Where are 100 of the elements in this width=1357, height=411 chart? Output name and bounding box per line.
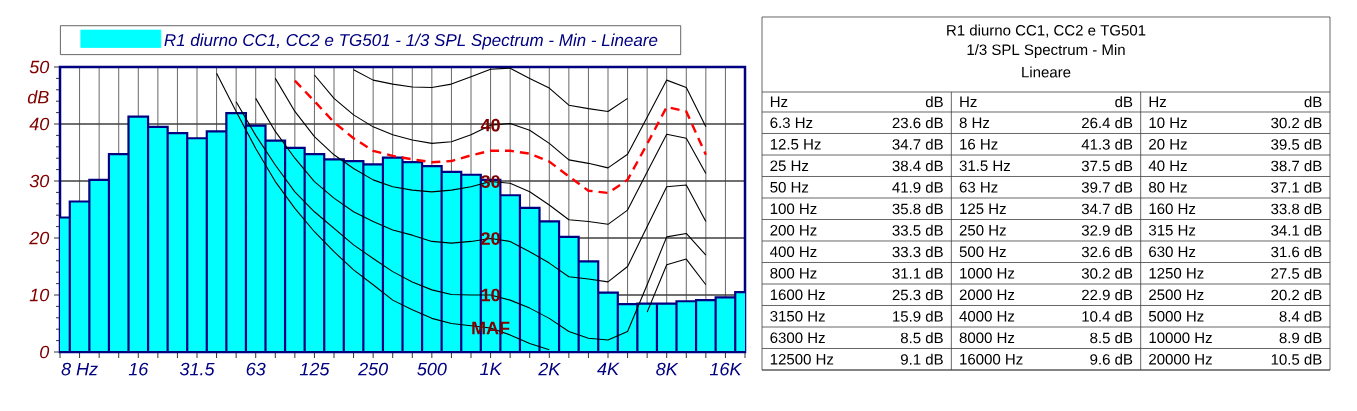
text: 125 Hz	[960, 203, 1006, 215]
text: 80 Hz	[1149, 181, 1187, 193]
x-tick-label: 500	[417, 362, 447, 376]
text: 630 Hz	[1149, 246, 1196, 258]
text: 12.5 Hz	[770, 138, 821, 150]
text: 31.6 dB	[1271, 246, 1322, 258]
text: 1600 Hz	[770, 289, 825, 301]
text: 9.1 dB	[900, 353, 943, 365]
text: 39.5 dB	[1271, 138, 1322, 150]
text: 2500 Hz	[1149, 289, 1204, 301]
text: 100 Hz	[770, 203, 817, 215]
bar	[226, 113, 246, 352]
y-axis-title: dB	[27, 90, 49, 104]
text: 37.1 dB	[1271, 181, 1322, 193]
text: 25.3 dB	[892, 289, 943, 301]
text: 800 Hz	[770, 267, 817, 279]
text: 8 Hz	[959, 117, 990, 129]
x-tick-label: 8K	[656, 362, 679, 376]
text: 9.6 dB	[1090, 353, 1133, 365]
text: Hz	[770, 96, 788, 107]
x-tick-label: 125	[299, 362, 330, 376]
text: 23.6 dB	[892, 117, 943, 129]
text: Hz	[1149, 96, 1166, 107]
x-tick-label: 16	[128, 362, 149, 376]
text: dB	[925, 96, 943, 108]
text: 34.7 dB	[892, 138, 943, 150]
text: 1250 Hz	[1149, 267, 1204, 279]
text: 31.5 Hz	[959, 160, 1010, 172]
text: 33.5 dB	[892, 224, 943, 236]
text: 8.5 dB	[1090, 332, 1133, 344]
x-tick-label: 250	[358, 362, 389, 376]
text: 8.5 dB	[900, 332, 943, 344]
text: 10.5 dB	[1271, 353, 1322, 365]
text: 200 Hz	[770, 224, 817, 236]
text: 5000 Hz	[1149, 310, 1204, 322]
text: 33.3 dB	[892, 246, 943, 258]
text: Hz	[960, 96, 977, 107]
text: 35.8 dB	[892, 203, 943, 215]
text: 10 Hz	[1149, 117, 1187, 129]
y-tick-label: 20	[29, 231, 50, 245]
line-series	[293, 79, 708, 195]
text: 15.9 dB	[893, 310, 943, 322]
x-tick-label: 63	[246, 362, 266, 376]
text: 34.7 dB	[1081, 203, 1133, 215]
text: 1/3 SPL Spectrum - Min	[967, 44, 1125, 58]
text: 27.5 dB	[1271, 267, 1322, 279]
text: 38.7 dB	[1271, 160, 1322, 172]
x-tick-label: 4K	[597, 362, 620, 376]
text: 41.3 dB	[1081, 138, 1133, 150]
text: R1 diurno CC1, CC2 e TG501	[947, 24, 1146, 38]
y-tick-label: 10	[29, 288, 50, 302]
x-tick-label: 2K	[538, 362, 561, 376]
text: 37.5 dB	[1081, 160, 1133, 172]
text: 39.7 dB	[1081, 181, 1133, 193]
bar	[187, 138, 207, 352]
text: 4000 Hz	[959, 310, 1015, 322]
line-series	[313, 74, 707, 169]
bar	[89, 179, 109, 352]
text: 31.1 dB	[892, 267, 943, 279]
y-tick-label: 0	[40, 345, 50, 359]
x-tick-label: 1K	[480, 362, 503, 376]
legend-label: R1 diurno CC1, CC2 e TG501 - 1/3 SPL Spectrum - Min - Lineare	[164, 33, 658, 50]
text: 12500 Hz	[770, 353, 834, 365]
text: 1000 Hz	[960, 267, 1015, 279]
y-tick-label: 40	[29, 117, 50, 131]
text: 20 Hz	[1149, 138, 1187, 150]
y-tick-label: 30	[29, 174, 50, 188]
text: 22.9 dB	[1082, 289, 1133, 301]
text: 33.8 dB	[1271, 203, 1322, 215]
text: 40 Hz	[1148, 160, 1187, 172]
x-tick-label: 31.5	[179, 362, 215, 376]
text: 25 Hz	[770, 160, 809, 172]
text: 32.6 dB	[1081, 246, 1133, 258]
text: 400 Hz	[770, 246, 817, 258]
text: 20000 Hz	[1149, 353, 1212, 365]
text: 8000 Hz	[959, 332, 1015, 344]
x-tick-label: 16K	[709, 362, 743, 376]
text: 38.4 dB	[892, 160, 943, 172]
series-label: 30	[480, 175, 500, 188]
text: 16 Hz	[960, 138, 998, 150]
text: 8.4 dB	[1279, 310, 1322, 322]
text: 30.2 dB	[1081, 267, 1133, 279]
line-series	[274, 77, 707, 225]
bar	[148, 126, 168, 352]
text: 2000 Hz	[959, 289, 1015, 301]
text: dB	[1304, 96, 1322, 108]
text: 250 Hz	[959, 224, 1006, 236]
text: 6300 Hz	[770, 332, 825, 344]
text: 26.4 dB	[1082, 117, 1133, 129]
text: 63 Hz	[959, 181, 998, 193]
text: 10.4 dB	[1082, 310, 1133, 322]
text: dB	[1115, 96, 1133, 108]
y-tick-label: 50	[29, 60, 50, 74]
text: 41.9 dB	[892, 181, 943, 193]
text: Lineare	[1022, 66, 1071, 78]
x-tick-label: 8 Hz	[61, 362, 98, 376]
text: 315 Hz	[1148, 224, 1196, 236]
text: 3150 Hz	[770, 310, 825, 322]
text: 8.9 dB	[1279, 332, 1322, 344]
text: 20.2 dB	[1271, 289, 1322, 301]
